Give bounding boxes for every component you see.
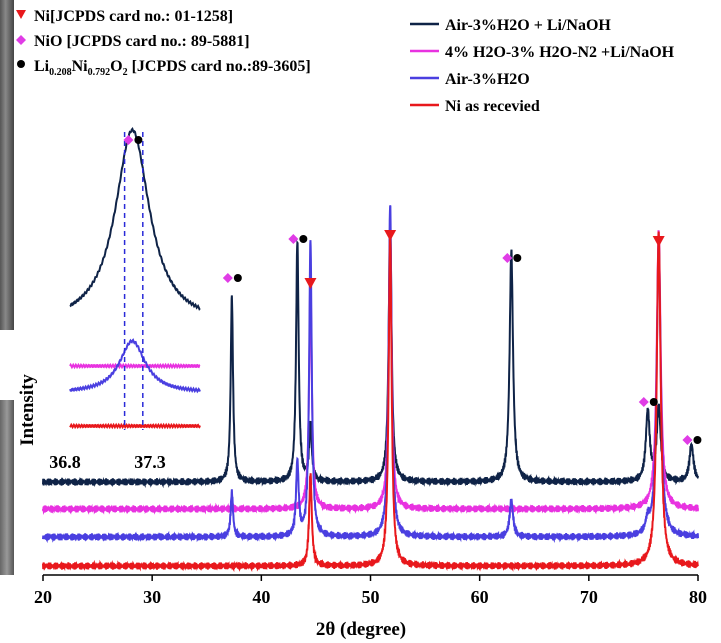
peak-marker-3-triangle	[384, 230, 397, 241]
inset-peak-zoom: 36.8 37.3	[49, 127, 201, 472]
inset-trace-1	[69, 362, 201, 370]
peak-marker-5-diamond	[638, 397, 649, 407]
phase-legend-lnio: Li0.208Ni0.792O2 [JCPDS card no.:89-3605…	[34, 58, 311, 78]
x-tick-label-30: 30	[143, 587, 161, 607]
series-legend: Air-3%H2O + Li/NaOH 4% H2O-3% H2O-N2 +Li/…	[410, 17, 675, 115]
legend-label-1: 4% H2O-3% H2O-N2 +Li/NaOH	[445, 44, 675, 61]
inset-trace-3	[69, 422, 201, 430]
peak-marker-0-diamond	[222, 273, 233, 283]
peak-marker-7-diamond	[682, 435, 693, 445]
inset-tick-label-0: 36.8	[49, 452, 81, 472]
peak-marker-1-dot	[299, 235, 308, 243]
inset-trace-0	[69, 127, 201, 311]
photo-strip-bottom	[0, 400, 14, 575]
trace-3	[42, 231, 699, 573]
formula-o: O	[110, 58, 122, 75]
x-tick-label-80: 80	[689, 587, 707, 607]
inset-trace-2	[69, 338, 201, 394]
formula-card: [JCPDS card no.:89-3605]	[128, 58, 311, 75]
peak-marker-7-dot	[693, 436, 702, 444]
phase-marker-lnio	[17, 60, 25, 68]
photo-strip-top	[0, 0, 14, 330]
formula-ni-sub: 0.792	[88, 67, 111, 78]
peak-marker-5-dot	[649, 398, 658, 406]
x-tick-label-70: 70	[580, 587, 598, 607]
x-ticks: 20 30 40 50 60 70 80	[34, 575, 707, 607]
y-axis-label: Intensity	[17, 374, 38, 446]
x-tick-label-20: 20	[34, 587, 52, 607]
peak-markers	[222, 230, 702, 445]
inset-marker-dot	[134, 136, 143, 144]
formula-li: Li	[34, 58, 50, 75]
trace-2	[42, 205, 699, 544]
x-axis-label: 2θ (degree)	[316, 619, 406, 640]
formula-li-sub: 0.208	[49, 67, 72, 78]
inset-marker-diamond	[123, 135, 134, 145]
peak-marker-0-dot	[233, 274, 242, 282]
x-tick-label-40: 40	[252, 587, 270, 607]
peak-marker-4-diamond	[502, 253, 513, 263]
phase-marker-ni	[16, 10, 26, 19]
peak-marker-6-triangle	[652, 236, 665, 247]
legend-label-2: Air-3%H2O	[445, 71, 530, 88]
phase-legend-nio: NiO [JCPDS card no.: 89-5881]	[34, 33, 250, 50]
inset-tick-label-1: 37.3	[134, 452, 166, 472]
legend-label-3: Ni as recevied	[445, 98, 540, 115]
traces	[42, 205, 699, 573]
legend-label-0: Air-3%H2O + Li/NaOH	[445, 17, 611, 34]
formula-o-sub: 2	[123, 67, 128, 78]
peak-marker-4-dot	[513, 254, 522, 262]
peak-marker-1-diamond	[288, 234, 299, 244]
phase-legend-ni: Ni[JCPDS card no.: 01-1258]	[34, 8, 233, 25]
phase-legend: Ni[JCPDS card no.: 01-1258] NiO [JCPDS c…	[16, 8, 311, 78]
x-tick-label-50: 50	[362, 587, 380, 607]
x-tick-label-60: 60	[471, 587, 489, 607]
trace-0	[42, 221, 699, 489]
phase-marker-nio	[16, 35, 26, 45]
peak-marker-2-triangle	[304, 278, 317, 289]
trace-1	[42, 230, 699, 515]
formula-ni: Ni	[72, 58, 89, 75]
